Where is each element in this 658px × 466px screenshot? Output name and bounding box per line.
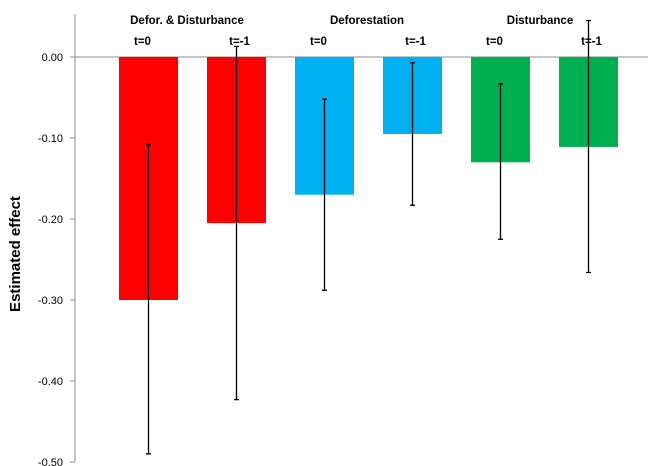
bar-period-label: t=-1	[405, 36, 426, 48]
group-label: Disturbance	[507, 15, 573, 27]
y-tick-label: -0.30	[38, 295, 63, 307]
y-tick-label: -0.50	[38, 457, 63, 466]
bar-period-label: t=0	[134, 36, 151, 48]
y-tick-label: -0.20	[38, 214, 63, 226]
y-tick-label: -0.10	[38, 133, 63, 145]
group-label: Defor. & Disturbance	[130, 15, 244, 27]
bar-period-label: t=-1	[229, 36, 250, 48]
bar-period-label: t=0	[310, 36, 327, 48]
plot-area: 0.00 -0.10 -0.20 -0.30 -0.40 -0.50 t=0 t=-1 t=0 t…	[38, 14, 648, 466]
y-tick-label: -0.40	[38, 376, 63, 388]
y-tick-label: 0.00	[42, 52, 63, 64]
group-label: Deforestation	[330, 15, 404, 27]
bar-period-label: t=-1	[581, 36, 602, 48]
bar-period-label: t=0	[486, 36, 503, 48]
y-axis-title: Estimated effect	[7, 196, 24, 312]
